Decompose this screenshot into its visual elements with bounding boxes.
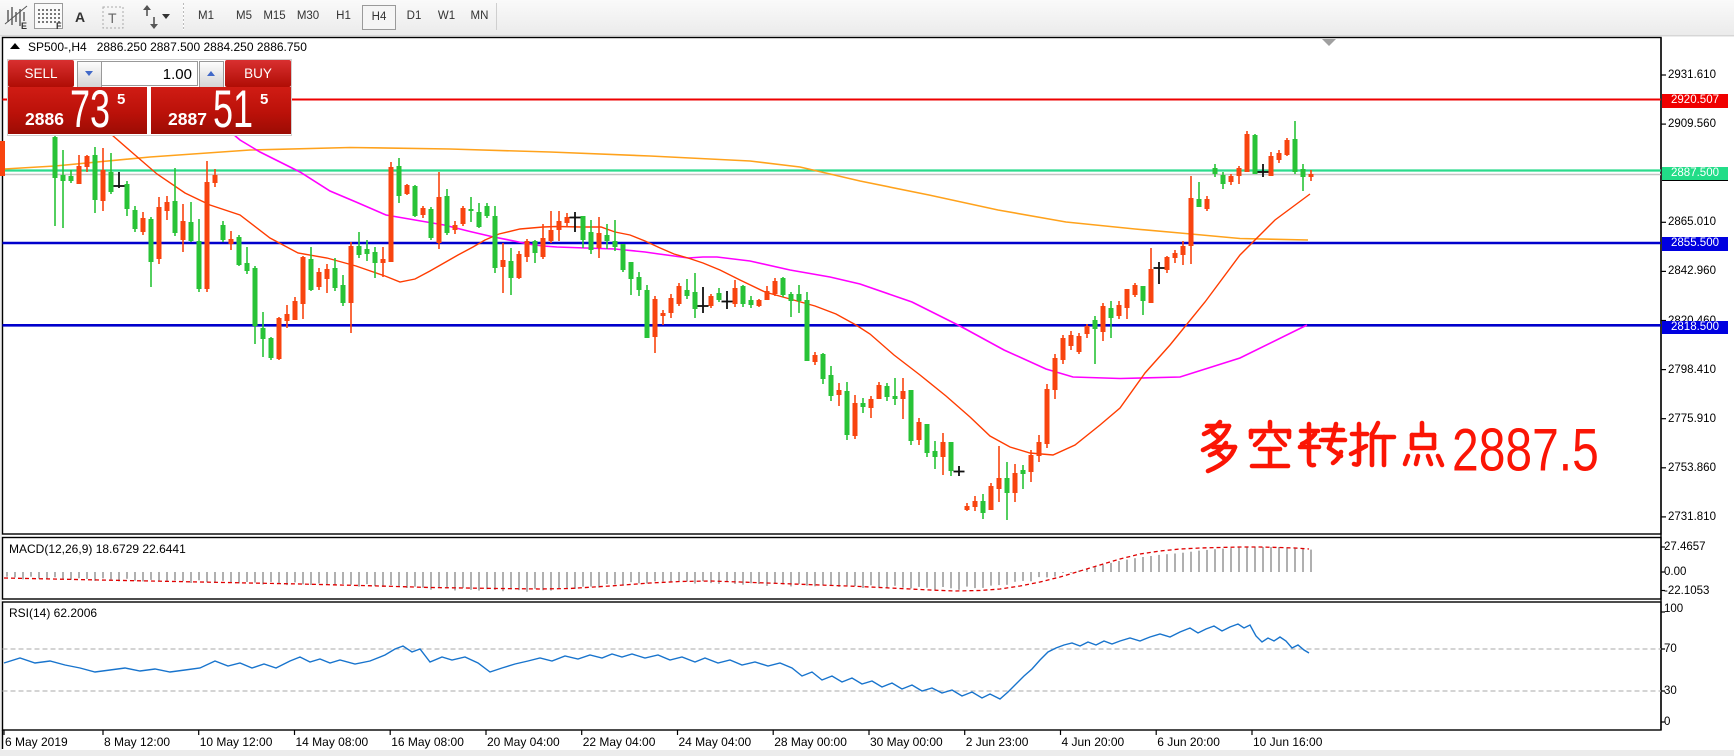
svg-text:T: T (108, 10, 117, 26)
svg-text:F: F (56, 21, 62, 31)
svg-text:A: A (75, 9, 85, 25)
svg-text:E: E (21, 21, 27, 31)
svg-text:2887.5: 2887.5 (1452, 416, 1599, 483)
